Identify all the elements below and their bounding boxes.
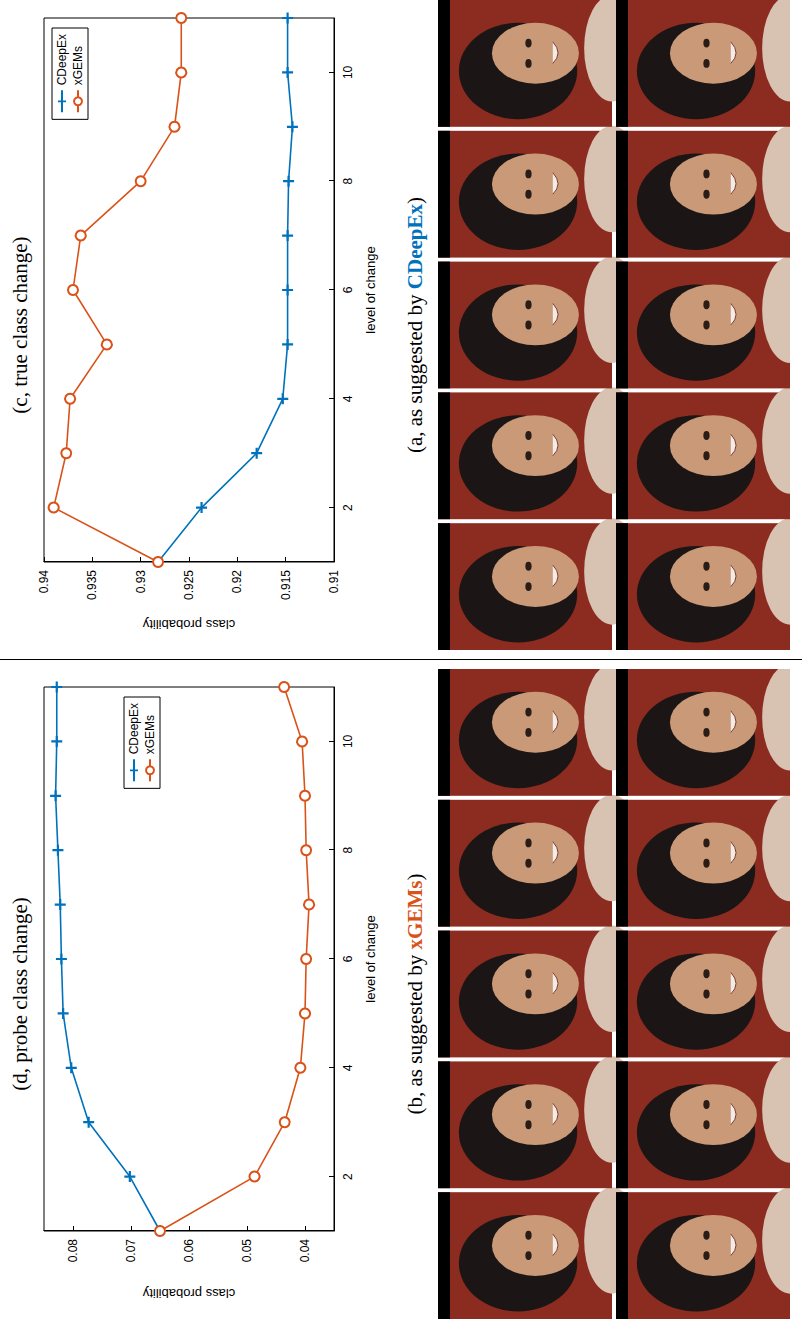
svg-text:0.05: 0.05 <box>240 1239 254 1263</box>
html-text:CDeepEx: CDeepEx <box>403 204 427 290</box>
svg-text:0.06: 0.06 <box>182 1239 196 1263</box>
svg-text:4: 4 <box>341 1064 355 1071</box>
svg-text:xGEMs: xGEMs <box>143 715 157 754</box>
svg-text:8: 8 <box>341 847 355 854</box>
svg-text:level of change: level of change <box>363 915 378 1002</box>
svg-text:0.93: 0.93 <box>134 570 148 594</box>
svg-text:6: 6 <box>341 955 355 962</box>
svg-text:(c, true class change): (c, true class change) <box>8 236 32 413</box>
svg-text:class probability: class probability <box>142 1286 235 1301</box>
html-text:xGEMs: xGEMs <box>403 880 427 950</box>
svg-text:0.08: 0.08 <box>66 1239 80 1263</box>
html-text:(b, as suggested by: (b, as suggested by <box>403 949 427 1115</box>
svg-text:10: 10 <box>341 734 355 748</box>
svg-text:0.91: 0.91 <box>327 570 341 594</box>
svg-text:CDeepEx: CDeepEx <box>55 34 69 85</box>
svg-text:(d, probe class change): (d, probe class change) <box>8 897 32 1091</box>
svg-text:10: 10 <box>341 65 355 79</box>
svg-text:0.935: 0.935 <box>85 570 99 600</box>
svg-text:0.925: 0.925 <box>182 570 196 600</box>
svg-text:2: 2 <box>341 1173 355 1180</box>
svg-text:4: 4 <box>341 395 355 402</box>
svg-text:class probability: class probability <box>142 617 235 632</box>
html-text:(a, as suggested by: (a, as suggested by <box>403 289 427 453</box>
svg-text:0.94: 0.94 <box>37 570 51 594</box>
svg-text:0.04: 0.04 <box>298 1239 312 1263</box>
svg-text:xGEMs: xGEMs <box>71 46 85 85</box>
svg-text:level of change: level of change <box>363 246 378 333</box>
svg-text:0.915: 0.915 <box>279 570 293 600</box>
svg-text:8: 8 <box>341 178 355 185</box>
svg-text:0.07: 0.07 <box>124 1239 138 1263</box>
svg-text:6: 6 <box>341 286 355 293</box>
svg-text:0.92: 0.92 <box>230 570 244 594</box>
svg-text:2: 2 <box>341 504 355 511</box>
svg-text:CDeepEx: CDeepEx <box>127 703 141 754</box>
